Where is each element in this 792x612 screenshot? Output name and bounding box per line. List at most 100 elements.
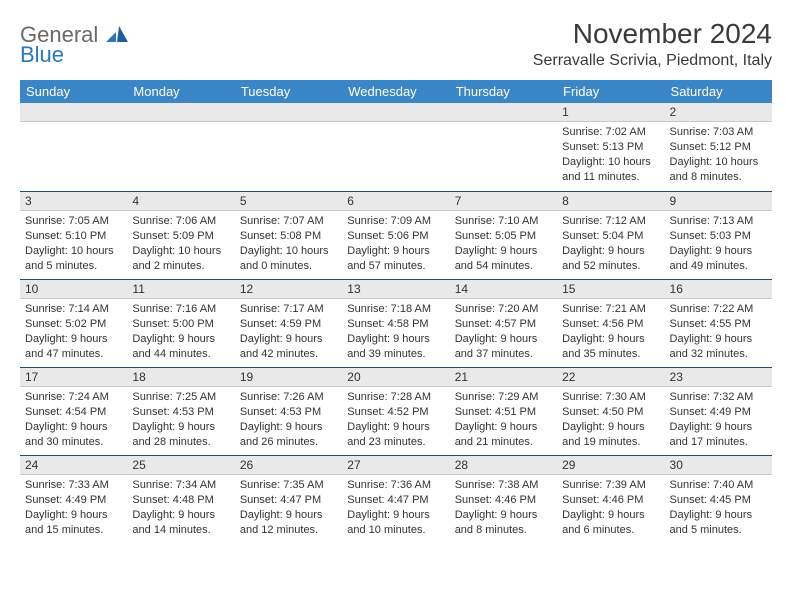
day-number: 14 [450,279,557,299]
calendar-day-cell: 15Sunrise: 7:21 AMSunset: 4:56 PMDayligh… [557,279,664,367]
day-details: Sunrise: 7:05 AMSunset: 5:10 PMDaylight:… [20,211,127,275]
daylight-text: Daylight: 10 hours and 5 minutes. [25,244,122,274]
day-details: Sunrise: 7:02 AMSunset: 5:13 PMDaylight:… [557,122,664,186]
sunset-text: Sunset: 4:46 PM [562,493,659,508]
calendar-day-cell: 24Sunrise: 7:33 AMSunset: 4:49 PMDayligh… [20,455,127,543]
calendar-day-cell: 19Sunrise: 7:26 AMSunset: 4:53 PMDayligh… [235,367,342,455]
sunset-text: Sunset: 4:54 PM [25,405,122,420]
sunset-text: Sunset: 5:00 PM [132,317,229,332]
sunset-text: Sunset: 4:47 PM [240,493,337,508]
day-details: Sunrise: 7:03 AMSunset: 5:12 PMDaylight:… [665,122,772,186]
calendar-table: Sunday Monday Tuesday Wednesday Thursday… [20,80,772,543]
sunset-text: Sunset: 4:46 PM [455,493,552,508]
day-number: 28 [450,455,557,475]
day-number: 22 [557,367,664,387]
sunset-text: Sunset: 4:49 PM [25,493,122,508]
calendar-week-row: 24Sunrise: 7:33 AMSunset: 4:49 PMDayligh… [20,455,772,543]
day-details: Sunrise: 7:12 AMSunset: 5:04 PMDaylight:… [557,211,664,275]
sunrise-text: Sunrise: 7:18 AM [347,302,444,317]
calendar-day-cell: 5Sunrise: 7:07 AMSunset: 5:08 PMDaylight… [235,191,342,279]
sunset-text: Sunset: 4:52 PM [347,405,444,420]
day-number: 23 [665,367,772,387]
sunrise-text: Sunrise: 7:24 AM [25,390,122,405]
sunset-text: Sunset: 5:10 PM [25,229,122,244]
daylight-text: Daylight: 10 hours and 2 minutes. [132,244,229,274]
title-block: November 2024 Serravalle Scrivia, Piedmo… [533,18,772,70]
sunrise-text: Sunrise: 7:20 AM [455,302,552,317]
daylight-text: Daylight: 10 hours and 8 minutes. [670,155,767,185]
day-details: Sunrise: 7:26 AMSunset: 4:53 PMDaylight:… [235,387,342,451]
daylight-text: Daylight: 9 hours and 10 minutes. [347,508,444,538]
logo: General Blue [20,18,128,66]
sunset-text: Sunset: 4:45 PM [670,493,767,508]
day-details: Sunrise: 7:13 AMSunset: 5:03 PMDaylight:… [665,211,772,275]
daylight-text: Daylight: 9 hours and 37 minutes. [455,332,552,362]
day-details: Sunrise: 7:16 AMSunset: 5:00 PMDaylight:… [127,299,234,363]
day-details: Sunrise: 7:39 AMSunset: 4:46 PMDaylight:… [557,475,664,539]
calendar-day-cell [127,103,234,191]
sunrise-text: Sunrise: 7:13 AM [670,214,767,229]
calendar-day-cell: 27Sunrise: 7:36 AMSunset: 4:47 PMDayligh… [342,455,449,543]
day-details: Sunrise: 7:29 AMSunset: 4:51 PMDaylight:… [450,387,557,451]
sunrise-text: Sunrise: 7:25 AM [132,390,229,405]
day-details: Sunrise: 7:24 AMSunset: 4:54 PMDaylight:… [20,387,127,451]
day-details: Sunrise: 7:34 AMSunset: 4:48 PMDaylight:… [127,475,234,539]
day-number: 25 [127,455,234,475]
weekday-header: Monday [127,80,234,103]
sunrise-text: Sunrise: 7:21 AM [562,302,659,317]
day-details: Sunrise: 7:38 AMSunset: 4:46 PMDaylight:… [450,475,557,539]
day-number: 20 [342,367,449,387]
day-number: 15 [557,279,664,299]
calendar-day-cell: 17Sunrise: 7:24 AMSunset: 4:54 PMDayligh… [20,367,127,455]
day-details: Sunrise: 7:32 AMSunset: 4:49 PMDaylight:… [665,387,772,451]
sunset-text: Sunset: 4:55 PM [670,317,767,332]
calendar-week-row: 17Sunrise: 7:24 AMSunset: 4:54 PMDayligh… [20,367,772,455]
sunrise-text: Sunrise: 7:02 AM [562,125,659,140]
day-details: Sunrise: 7:14 AMSunset: 5:02 PMDaylight:… [20,299,127,363]
sunset-text: Sunset: 5:06 PM [347,229,444,244]
sunset-text: Sunset: 4:47 PM [347,493,444,508]
sunrise-text: Sunrise: 7:05 AM [25,214,122,229]
daylight-text: Daylight: 9 hours and 35 minutes. [562,332,659,362]
calendar-day-cell: 16Sunrise: 7:22 AMSunset: 4:55 PMDayligh… [665,279,772,367]
sunrise-text: Sunrise: 7:26 AM [240,390,337,405]
page-header: General Blue November 2024 Serravalle Sc… [20,18,772,70]
day-number [342,103,449,122]
calendar-day-cell [20,103,127,191]
location: Serravalle Scrivia, Piedmont, Italy [533,52,772,70]
calendar-day-cell: 21Sunrise: 7:29 AMSunset: 4:51 PMDayligh… [450,367,557,455]
sunrise-text: Sunrise: 7:29 AM [455,390,552,405]
calendar-week-row: 1Sunrise: 7:02 AMSunset: 5:13 PMDaylight… [20,103,772,191]
day-number: 27 [342,455,449,475]
sunset-text: Sunset: 4:57 PM [455,317,552,332]
day-number [20,103,127,122]
day-number: 26 [235,455,342,475]
day-number: 7 [450,191,557,211]
calendar-day-cell: 4Sunrise: 7:06 AMSunset: 5:09 PMDaylight… [127,191,234,279]
calendar-week-row: 3Sunrise: 7:05 AMSunset: 5:10 PMDaylight… [20,191,772,279]
sunrise-text: Sunrise: 7:34 AM [132,478,229,493]
calendar-day-cell: 9Sunrise: 7:13 AMSunset: 5:03 PMDaylight… [665,191,772,279]
calendar-day-cell: 20Sunrise: 7:28 AMSunset: 4:52 PMDayligh… [342,367,449,455]
calendar-day-cell [450,103,557,191]
sunset-text: Sunset: 4:58 PM [347,317,444,332]
day-number: 21 [450,367,557,387]
day-details: Sunrise: 7:20 AMSunset: 4:57 PMDaylight:… [450,299,557,363]
day-number: 17 [20,367,127,387]
sunset-text: Sunset: 4:48 PM [132,493,229,508]
sunrise-text: Sunrise: 7:07 AM [240,214,337,229]
calendar-day-cell: 3Sunrise: 7:05 AMSunset: 5:10 PMDaylight… [20,191,127,279]
calendar-day-cell: 6Sunrise: 7:09 AMSunset: 5:06 PMDaylight… [342,191,449,279]
sunset-text: Sunset: 5:12 PM [670,140,767,155]
sunset-text: Sunset: 4:50 PM [562,405,659,420]
calendar-day-cell: 29Sunrise: 7:39 AMSunset: 4:46 PMDayligh… [557,455,664,543]
day-details: Sunrise: 7:07 AMSunset: 5:08 PMDaylight:… [235,211,342,275]
sunrise-text: Sunrise: 7:33 AM [25,478,122,493]
day-details: Sunrise: 7:33 AMSunset: 4:49 PMDaylight:… [20,475,127,539]
day-number: 12 [235,279,342,299]
day-details: Sunrise: 7:06 AMSunset: 5:09 PMDaylight:… [127,211,234,275]
day-number: 6 [342,191,449,211]
calendar-day-cell: 14Sunrise: 7:20 AMSunset: 4:57 PMDayligh… [450,279,557,367]
day-details: Sunrise: 7:35 AMSunset: 4:47 PMDaylight:… [235,475,342,539]
daylight-text: Daylight: 9 hours and 42 minutes. [240,332,337,362]
